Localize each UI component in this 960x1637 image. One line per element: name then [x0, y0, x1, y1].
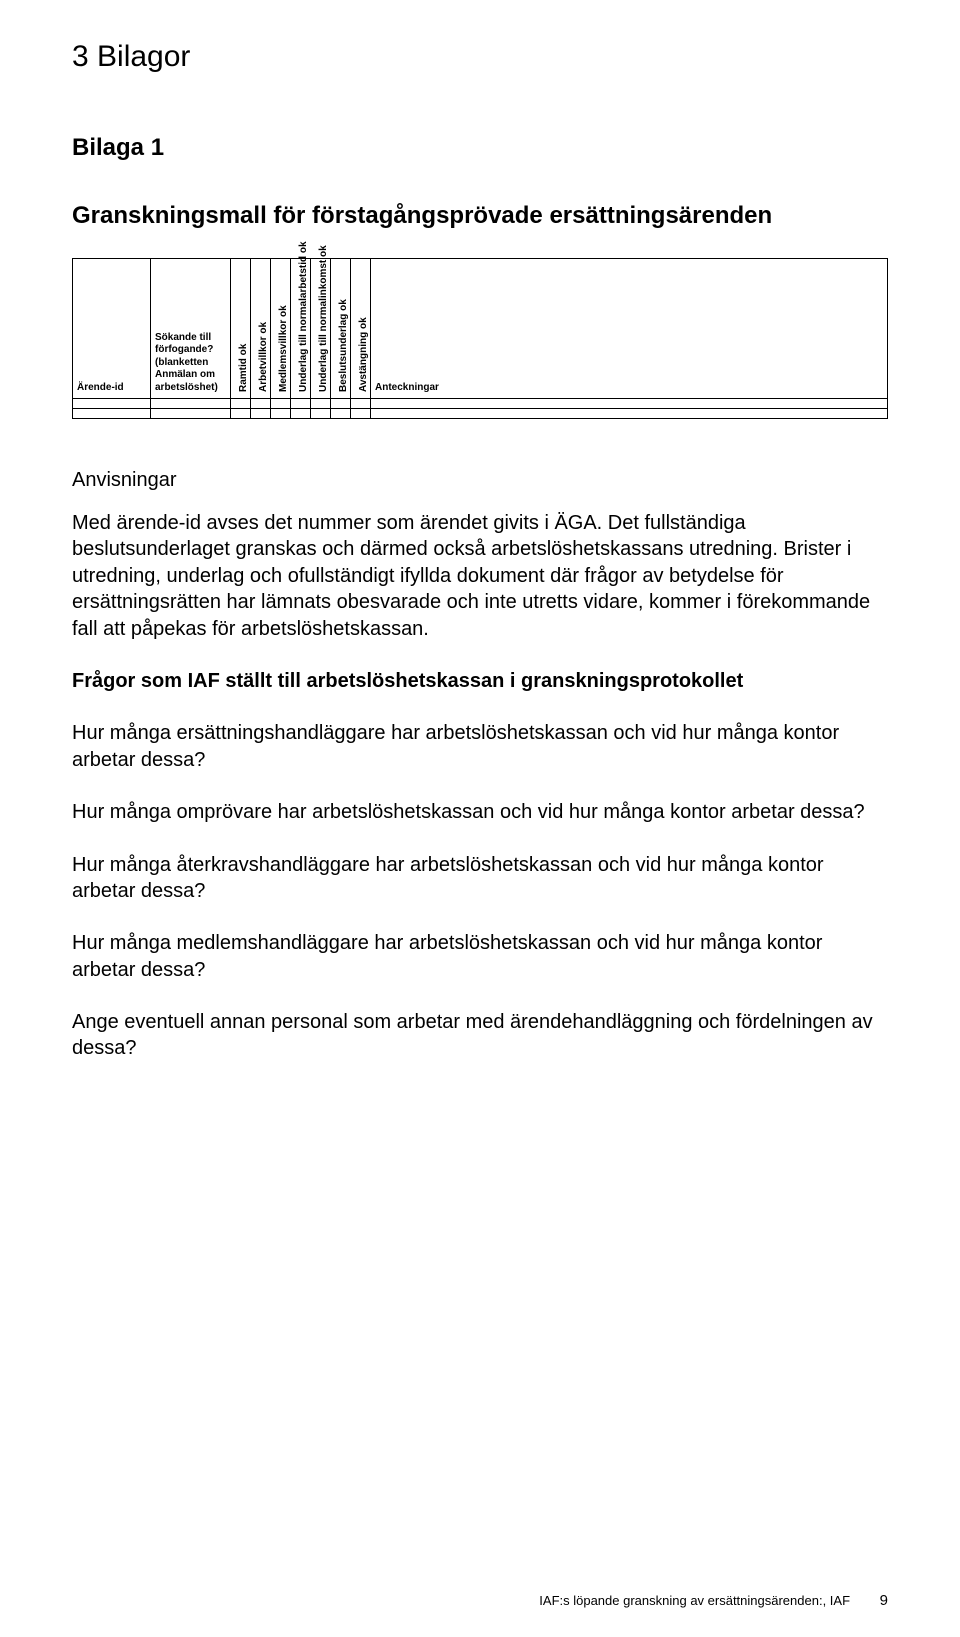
page: 3 Bilagor Bilaga 1 Granskningsmall för f…	[0, 0, 960, 1637]
col-normalarbetstid: Underlag till normalarbetstid ok	[291, 259, 311, 399]
col-sokande: Sökande till förfogande? (blanketten Anm…	[151, 259, 231, 399]
fragor-heading: Frågor som IAF ställt till arbetslöshets…	[72, 668, 888, 694]
page-footer: IAF:s löpande granskning av ersättningsä…	[539, 1592, 888, 1609]
section-heading: 3 Bilagor	[72, 40, 888, 74]
fraga-item: Hur många återkravshandläggare har arbet…	[72, 852, 888, 905]
col-beslutsunderlag: Beslutsunderlag ok	[331, 259, 351, 399]
fraga-item: Hur många medlemshandläggare har arbetsl…	[72, 930, 888, 983]
table-row	[73, 409, 888, 419]
fraga-item: Hur många ersättningshandläggare har arb…	[72, 720, 888, 773]
footer-text: IAF:s löpande granskning av ersättningsä…	[539, 1593, 850, 1608]
table-row	[73, 399, 888, 409]
fraga-item: Hur många omprövare har arbetslöshetskas…	[72, 799, 888, 825]
granskningsmall-table: Ärende-id Sökande till förfogande? (blan…	[72, 258, 888, 419]
bilaga-heading: Bilaga 1	[72, 134, 888, 162]
col-ramtid: Ramtid ok	[231, 259, 251, 399]
fraga-item: Ange eventuell annan personal som arbeta…	[72, 1009, 888, 1062]
mall-heading: Granskningsmall för förstagångsprövade e…	[72, 202, 888, 230]
col-normalinkomst: Underlag till normalinkomst ok	[311, 259, 331, 399]
col-avstangning: Avstängning ok	[351, 259, 371, 399]
anvisningar-paragraph: Med ärende-id avses det nummer som ärend…	[72, 510, 888, 642]
col-arbetvillkor: Arbetvillkor ok	[251, 259, 271, 399]
footer-page-number: 9	[880, 1592, 888, 1609]
col-anteckningar: Anteckningar	[371, 259, 888, 399]
col-arende-id: Ärende-id	[73, 259, 151, 399]
table-header-row: Ärende-id Sökande till förfogande? (blan…	[73, 259, 888, 399]
anvisningar-heading: Anvisningar	[72, 469, 888, 492]
col-medlemsvillkor: Medlemsvillkor ok	[271, 259, 291, 399]
